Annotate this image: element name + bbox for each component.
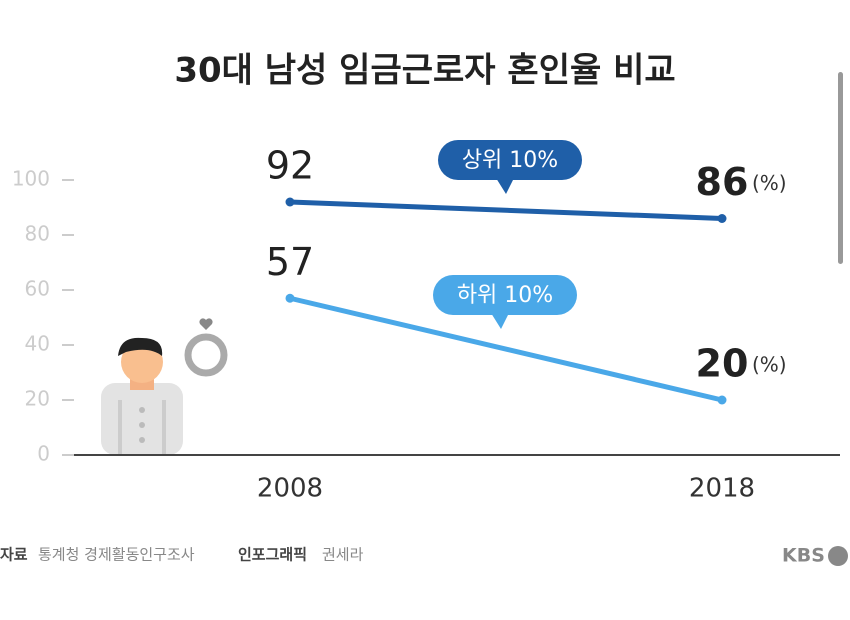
x-tick-label: 2008 [257,474,323,504]
y-tick-label: 60 [25,277,50,301]
source-label: 자료 [0,546,28,564]
unit-label: (%) [752,353,787,377]
legend-bubble-tail [496,178,514,194]
data-point [717,395,727,405]
data-label: 57 [266,240,314,284]
logo: KBS [782,545,825,567]
y-tick-label: 80 [25,222,50,246]
unit-label: (%) [752,171,787,195]
logo-icon [828,546,848,566]
chart-title: 30대 남성 임금근로자 혼인율 비교 [174,51,675,91]
data-point [285,197,295,207]
y-tick-label: 100 [12,167,50,191]
data-label: 20 [696,342,749,386]
source: 통계청 경제활동인구조사 [38,546,195,564]
series-line [289,199,723,221]
scrollbar[interactable] [838,72,843,264]
legend-label: 상위 10% [462,148,558,173]
data-point [285,293,295,303]
data-point [717,214,727,223]
data-label: 86 [696,160,749,204]
x-tick-label: 2018 [689,474,755,504]
legend-bubble [433,275,577,315]
credit-label: 인포그래픽 [238,546,307,564]
legend-bubble-tail [491,313,509,329]
y-tick-label: 0 [37,442,50,466]
person-illustration [101,337,183,455]
y-tick-label: 20 [25,387,50,411]
series-line [289,295,723,403]
legend-bubble [438,140,582,180]
y-tick-label: 40 [25,332,50,356]
legend-label: 하위 10% [457,283,553,308]
ring-icon [184,318,228,377]
data-label: 92 [266,144,314,188]
credit: 권세라 [322,546,364,564]
